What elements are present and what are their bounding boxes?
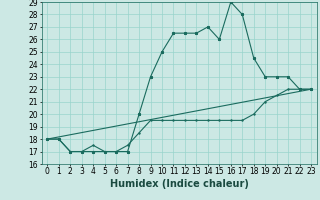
X-axis label: Humidex (Indice chaleur): Humidex (Indice chaleur) xyxy=(110,179,249,189)
